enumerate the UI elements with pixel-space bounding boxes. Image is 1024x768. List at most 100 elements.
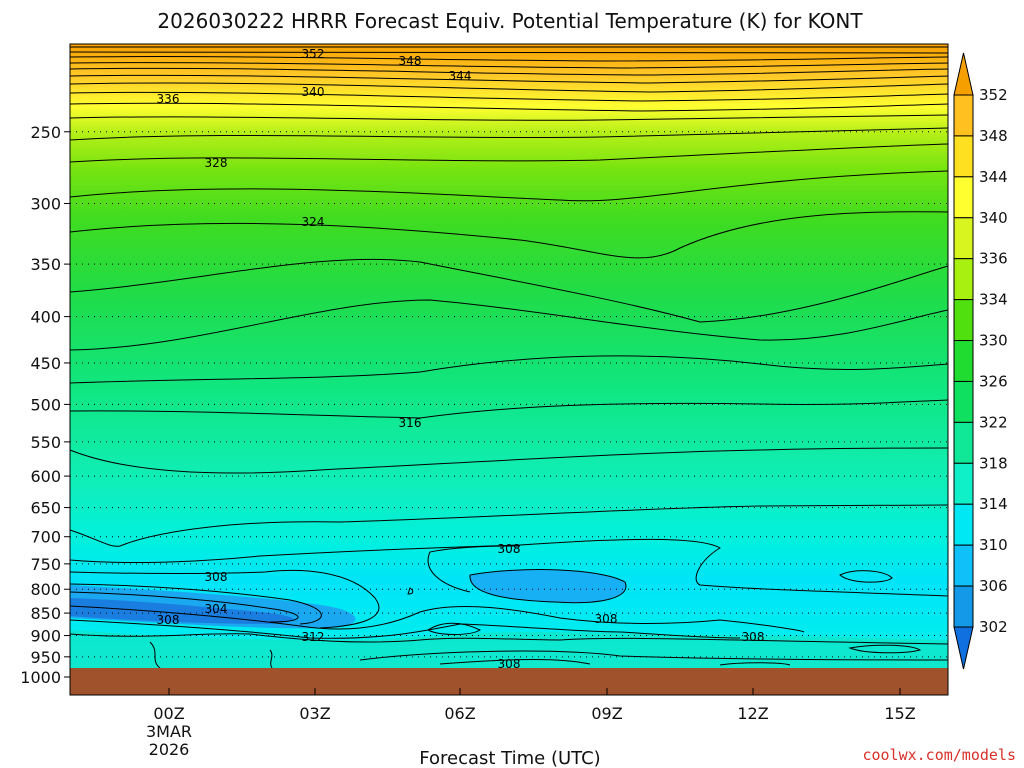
y-tick-label: 550 <box>30 433 61 452</box>
contour-line <box>69 102 949 112</box>
contour-label: 348 <box>399 54 422 68</box>
contour-line <box>69 633 949 645</box>
contour-line <box>269 649 273 669</box>
y-tick-label: 800 <box>30 580 61 599</box>
x-tick-label: 00Z <box>153 704 184 723</box>
colorbar-label: 302 <box>979 618 1008 636</box>
y-tick-label: 950 <box>30 648 61 667</box>
contour-label: 312 <box>302 630 325 644</box>
contour-label: 324 <box>302 215 325 229</box>
contour-label: 328 <box>205 156 228 170</box>
colorbar-label: 352 <box>979 86 1008 104</box>
contour-line <box>359 650 949 661</box>
contour-line <box>427 622 482 635</box>
contour-line <box>427 545 521 593</box>
y-tick-label: 650 <box>30 499 61 518</box>
ground-surface <box>70 668 948 695</box>
y-tick-label: 850 <box>30 604 61 623</box>
colorbar-swatch <box>953 176 974 219</box>
plot-frame <box>69 43 949 696</box>
x-tick-label: 06Z <box>444 704 475 723</box>
contour-line <box>69 583 322 625</box>
contour-label: 308 <box>595 612 618 626</box>
contour-line <box>69 569 380 629</box>
contour-label: 352 <box>302 47 325 61</box>
x-tick-label: 15Z <box>884 704 915 723</box>
colorbar-swatch <box>953 544 974 587</box>
contour-line <box>69 619 741 639</box>
colorbar-swatch <box>953 258 974 301</box>
colorbar-label: 322 <box>979 413 1008 431</box>
contour-line <box>69 170 949 202</box>
colorbar-label: 336 <box>979 250 1008 268</box>
y-tick-label: 1000 <box>20 668 61 687</box>
contour-line <box>69 399 949 419</box>
contour-line <box>839 570 893 583</box>
contour-line <box>69 67 949 76</box>
contour-line <box>69 258 949 323</box>
x-date-label: 2026 <box>149 740 190 759</box>
contour-line <box>69 114 949 121</box>
contour-line <box>69 143 949 163</box>
contour-label: 308 <box>498 657 521 671</box>
contour-line <box>69 538 949 597</box>
y-tick-label: 500 <box>30 395 61 414</box>
credit-text: coolwx.com/models <box>862 746 1016 764</box>
contour-labels: 352 348 344 340 336 328 324 316 308 308 304 308 312 3… <box>157 47 765 671</box>
colorbar-swatch <box>953 217 974 260</box>
colorbar-label: 310 <box>979 536 1008 554</box>
contour-line <box>69 127 949 141</box>
colorbar-label: 318 <box>979 454 1008 472</box>
colorbar: 352 348 344 340 336 334 330 326 322 318 314 310 306 3… <box>953 52 1008 670</box>
colorbar-swatch <box>953 421 974 464</box>
blue-patch-center <box>469 569 626 603</box>
contour-line <box>439 659 591 665</box>
contour-line <box>69 211 949 259</box>
contour-label: 308 <box>742 630 765 644</box>
contour-label: 308 <box>498 542 521 556</box>
contour-lines <box>69 45 949 669</box>
contour-line <box>69 56 949 62</box>
y-tick-label: 300 <box>30 194 61 213</box>
contour-line <box>719 662 791 666</box>
x-tick-label: 12Z <box>737 704 768 723</box>
colorbar-label: 344 <box>979 168 1008 186</box>
colorbar-label: 306 <box>979 577 1008 595</box>
contour-label: 308 <box>205 570 228 584</box>
colorbar-swatch <box>953 462 974 505</box>
contour-line <box>69 591 299 623</box>
colorbar-swatch <box>953 380 974 423</box>
x-tick-label: 03Z <box>299 704 330 723</box>
y-tick-label: 700 <box>30 528 61 547</box>
contour-label: 340 <box>302 85 325 99</box>
contour-label: 336 <box>157 92 180 106</box>
colorbar-label: 314 <box>979 495 1008 513</box>
contour-label: 308 <box>157 613 180 627</box>
colorbar-underflow-arrow <box>953 626 974 670</box>
contour-label: 304 <box>205 602 228 616</box>
contour-line <box>69 74 949 84</box>
colorbar-swatch <box>953 299 974 342</box>
colorbar-swatch <box>953 135 974 178</box>
contour-line <box>69 447 949 474</box>
chart-title: 2026030222 HRRR Forecast Equiv. Potentia… <box>157 9 863 33</box>
colorbar-label: 334 <box>979 291 1008 309</box>
contour-line <box>149 641 161 669</box>
contour-line <box>469 569 627 604</box>
x-axis-label: Forecast Time (UTC) <box>419 748 600 768</box>
y-gridlines <box>70 131 948 678</box>
colorbar-swatch <box>953 94 974 137</box>
colorbar-label: 348 <box>979 127 1008 145</box>
y-tick-label: 750 <box>30 555 61 574</box>
contour-line <box>69 82 949 93</box>
contour-line <box>69 299 949 351</box>
contour-line <box>69 91 949 102</box>
y-tick-label: 900 <box>30 627 61 646</box>
y-tick-label: 600 <box>30 467 61 486</box>
y-tick-label: 350 <box>30 255 61 274</box>
contour-line <box>69 605 805 633</box>
contour-line <box>69 355 949 384</box>
y-tick-label: 450 <box>30 354 61 373</box>
